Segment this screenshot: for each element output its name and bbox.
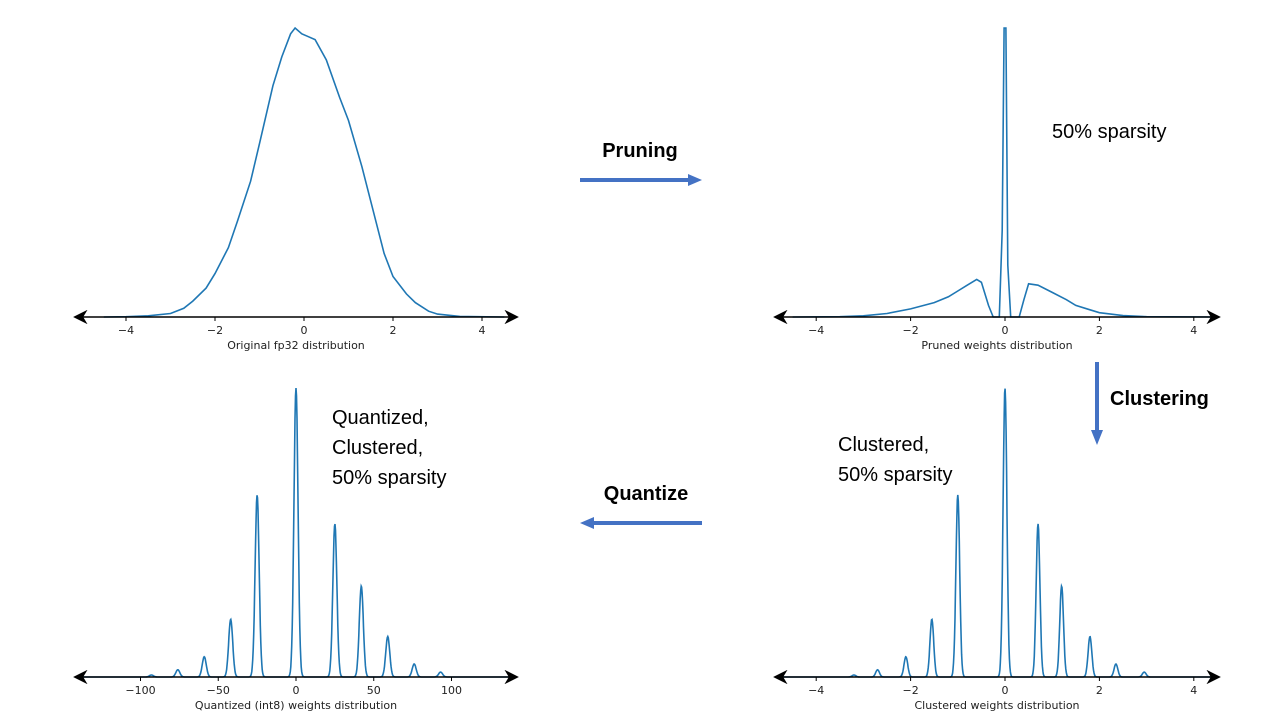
pruned-x-label: Pruned weights distribution	[921, 339, 1072, 352]
pruning-label: Pruning	[602, 140, 678, 162]
original-panel: −4 −2 0 2 4 Original fp32 distribution	[73, 26, 519, 352]
x-tick-label: 4	[479, 324, 486, 337]
x-tick-label: 2	[1096, 324, 1103, 337]
arrowhead-down	[1091, 430, 1103, 445]
clustered-panel: −4 −2 0 2 4 Clustered weights distribution Clu…	[773, 388, 1221, 712]
pruned-annotation: 50% sparsity	[1052, 121, 1167, 143]
quantized-annotation: Quantized,	[332, 407, 429, 429]
x-tick-label: 0	[1002, 324, 1009, 337]
x-tick-label: 4	[1190, 684, 1197, 697]
quantized-annotation: 50% sparsity	[332, 467, 447, 489]
quantized-x-label: Quantized (int8) weights distribution	[195, 699, 397, 712]
original-x-label: Original fp32 distribution	[227, 339, 365, 352]
x-tick-label: −2	[207, 324, 223, 337]
x-tick-label: 2	[1096, 684, 1103, 697]
quantized-annotation: Clustered,	[332, 437, 423, 459]
x-tick-label: −2	[902, 684, 918, 697]
x-tick-label: −4	[808, 324, 824, 337]
x-tick-label: 0	[1002, 684, 1009, 697]
clustered-x-label: Clustered weights distribution	[914, 699, 1079, 712]
quantize-label: Quantize	[604, 483, 688, 505]
pruned-panel: −4 −2 0 2 4 Pruned weights distribution 50% sp…	[773, 27, 1221, 352]
clustered-annotation: 50% sparsity	[838, 464, 953, 486]
panels: −4 −2 0 2 4 Original fp32 distribution −4 −2 0 2 4…	[73, 26, 1221, 712]
x-tick-label: 100	[441, 684, 462, 697]
clustered-annotation: Clustered,	[838, 434, 929, 456]
x-tick-label: 2	[390, 324, 397, 337]
clustering-label: Clustering	[1110, 388, 1209, 410]
x-tick-label: −2	[902, 324, 918, 337]
x-tick-label: −50	[207, 684, 230, 697]
arrowhead-left	[580, 517, 594, 529]
quantized-density-curve	[82, 387, 510, 678]
x-tick-label: −4	[118, 324, 134, 337]
pruned-density-curve	[792, 27, 1218, 318]
quantized-panel: −100 −50 0 50 100 Quantized (int8) weights di…	[73, 387, 519, 712]
x-tick-label: 50	[367, 684, 381, 697]
pruning-step: Pruning	[580, 140, 702, 186]
x-tick-label: −4	[808, 684, 824, 697]
x-tick-label: 4	[1190, 324, 1197, 337]
arrowhead-right	[688, 174, 702, 186]
x-tick-label: 0	[293, 684, 300, 697]
quantize-step: Quantize	[580, 483, 702, 529]
x-tick-label: 0	[301, 324, 308, 337]
original-density-curve	[103, 26, 505, 318]
clustering-step: Clustering	[1091, 362, 1209, 445]
clustered-density-curve	[782, 388, 1212, 678]
x-tick-label: −100	[125, 684, 155, 697]
